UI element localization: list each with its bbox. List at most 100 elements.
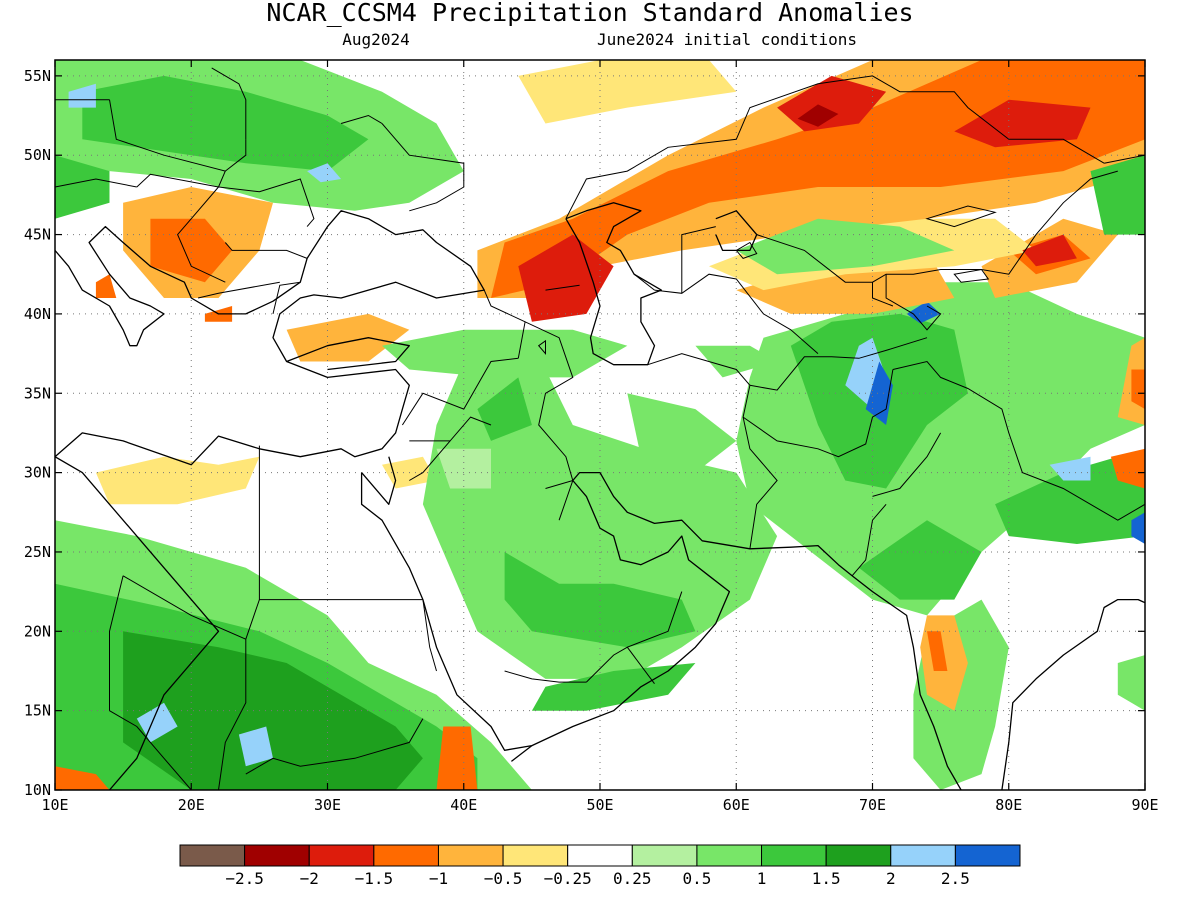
country-border-25 [885,274,942,331]
colorbar-swatch-9 [761,844,827,867]
colorbar-swatch-6 [567,844,633,867]
colorbar-swatch-11 [890,844,956,867]
anomaly-region-27-1 [95,274,117,298]
axis-ticks: 10E 20E 30E 40E 50E 60E 70E 80E 90E 55N 50N 45N 40N 3… [24,60,1159,814]
anomaly-region-30-0 [68,83,96,108]
lake-outline-3 [537,339,546,355]
coastline-4 [565,202,662,366]
initial-conditions-label: June2024 initial conditions [597,30,857,49]
anomaly-region-2-0 [123,631,423,790]
country-border-26 [872,282,894,307]
coastline-5 [715,210,758,252]
anomaly-region-30-1 [307,163,342,183]
lat-label-35N: 35N [24,384,51,402]
anomaly-region-14-1 [1117,655,1145,711]
color-legend-bar: −2.5 −2 −1.5 −1 −0.5 −0.25 0.25 0.5 1 1.5 2 2.5 [179,844,1021,888]
country-border-42 [422,599,437,672]
political-boundaries [55,67,1145,790]
figure-title: NCAR_CCSM4 Precipitation Standard Anomal… [266,0,913,27]
coastline-8 [511,745,533,762]
lat-label-30N: 30N [24,464,51,482]
country-border-6 [409,416,492,442]
anomaly-region-3-0 [136,702,178,743]
country-border-22 [681,226,716,294]
colorbar-swatch-1 [244,844,310,867]
anomaly-region-18-2 [1110,448,1145,489]
country-border-38 [197,281,280,299]
colorbar-label-0: −2.5 [225,869,264,888]
lake-outline-1 [925,205,997,228]
lat-label-10N: 10N [24,781,51,799]
anomaly-region-29-0 [82,75,369,172]
country-border-3 [122,575,247,640]
anomaly-region-23-2 [954,99,1091,148]
anomaly-region-16-0 [927,631,948,671]
lon-label-60E: 60E [723,796,750,814]
anomaly-region-13-1 [906,301,941,324]
country-border-14 [626,646,655,684]
anomaly-region-23-0 [518,234,614,322]
anomaly-region-7-2 [531,663,696,711]
anomaly-region-33-0 [736,218,955,275]
country-border-36 [55,178,137,188]
lat-label-20N: 20N [24,622,51,640]
country-border-16 [749,337,928,391]
country-border-35 [136,173,219,188]
coastline-3 [361,456,397,505]
anomaly-region-12-1 [1049,456,1091,481]
colorbar-label-4: −0.5 [484,869,523,888]
country-border-4 [109,575,124,711]
country-border-43 [109,710,192,790]
country-border-34 [177,186,226,283]
anomaly-region-11-1 [995,456,1145,544]
anomaly-region-5-0 [95,456,260,505]
country-border-2 [218,599,260,790]
country-border-10 [483,289,526,323]
country-border-32 [109,99,247,172]
country-border-17 [742,369,894,458]
anomaly-shading [55,60,1145,790]
colorbar-swatch-0 [179,844,246,867]
anomaly-region-7-1 [504,552,696,648]
anomaly-region-18-1 [1131,369,1145,410]
colorbar-label-3: −1 [429,869,448,888]
lat-label-50N: 50N [24,146,51,164]
country-border-20 [851,503,887,577]
colorbar-swatch-2 [308,844,375,867]
country-border-24 [756,170,1118,283]
anomaly-region-9-0 [627,393,737,473]
country-border-30 [340,114,383,124]
colorbar-swatch-12 [954,844,1021,867]
anomaly-region-23-3 [1022,234,1077,267]
coastline-7 [286,337,410,371]
lon-label-20E: 20E [178,796,205,814]
colorbar-swatch-4 [437,844,504,867]
valid-month-label: Aug2024 [342,30,409,49]
anomaly-region-4-0 [55,766,110,790]
anomaly-region-7-0 [477,377,532,441]
country-border-28 [1104,154,1145,164]
lon-label-50E: 50E [586,796,613,814]
country-border-23 [633,273,655,291]
country-border-11 [545,284,580,291]
lon-label-90E: 90E [1131,796,1158,814]
lake-outline-0 [735,241,758,259]
colorbar-label-10: 2 [886,869,896,888]
colorbar-label-6: 0.25 [613,869,652,888]
country-border-5 [401,357,519,426]
country-border-37 [224,242,308,259]
coastline-6 [1001,598,1145,790]
anomaly-region-11-2 [858,520,982,600]
lat-label-40N: 40N [24,305,51,323]
anomaly-region-24-0 [797,104,839,127]
lon-label-80E: 80E [995,796,1022,814]
anomaly-region-29-1 [55,155,110,219]
lon-label-30E: 30E [314,796,341,814]
colorbar-label-8: 1 [757,869,767,888]
lon-label-10E: 10E [41,796,68,814]
anomaly-region-9-1 [695,345,778,378]
country-border-18 [892,360,1145,521]
lon-label-40E: 40E [450,796,477,814]
coastline-1 [55,210,485,466]
